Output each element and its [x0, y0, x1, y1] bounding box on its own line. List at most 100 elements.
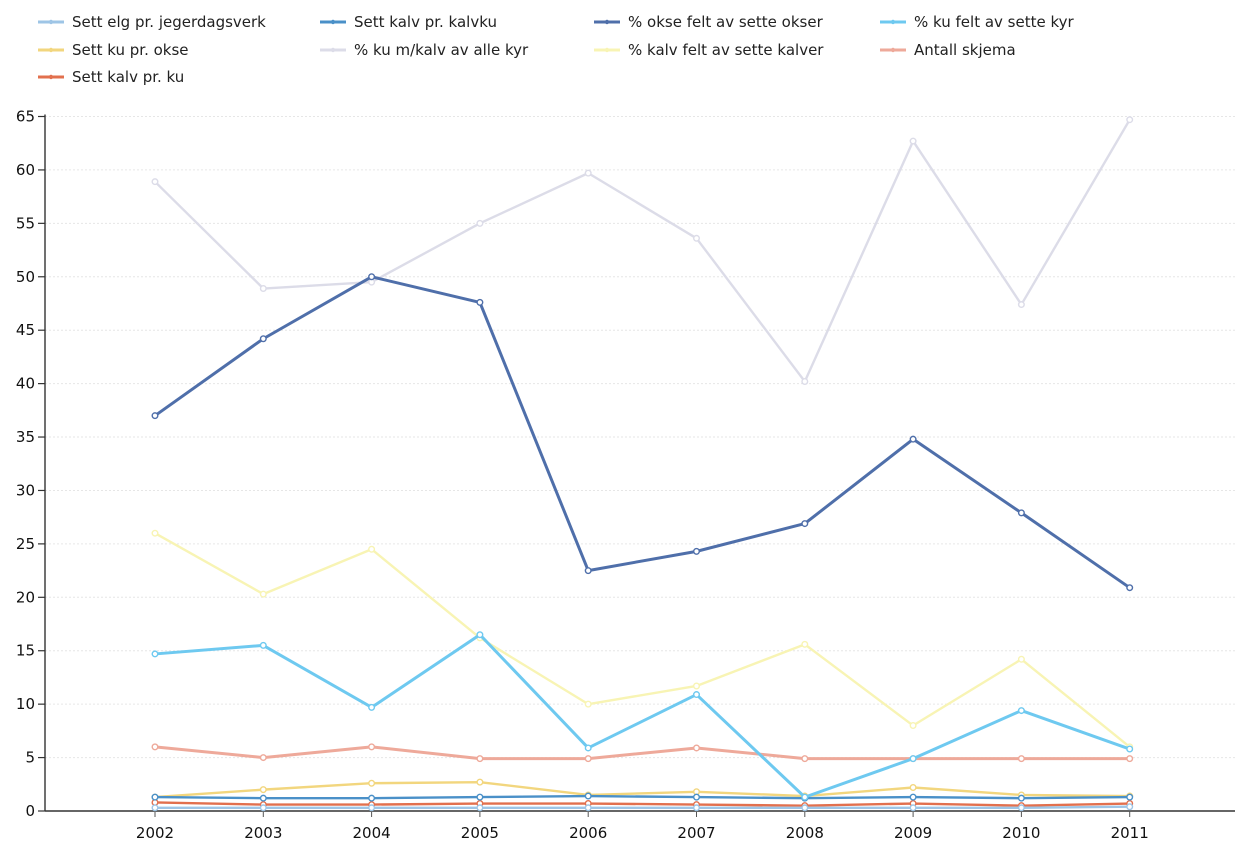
data-point	[1017, 707, 1025, 715]
data-point	[1126, 803, 1134, 811]
data-point	[476, 778, 484, 786]
legend-marker	[330, 19, 336, 25]
x-tick-label: 2007	[677, 824, 715, 842]
data-point	[1017, 509, 1025, 517]
y-tick-label: 35	[16, 428, 35, 446]
series-group	[151, 743, 1134, 763]
legend-marker	[890, 19, 896, 25]
data-point	[801, 377, 809, 385]
y-tick-label: 65	[16, 108, 35, 126]
series-group	[151, 273, 1134, 592]
x-tick-label: 2010	[1002, 824, 1040, 842]
data-point	[368, 794, 376, 802]
series-line	[154, 780, 1130, 799]
data-point	[909, 137, 917, 145]
x-tick-label: 2004	[353, 824, 391, 842]
legend-marker	[890, 47, 896, 53]
y-tick-label: 50	[16, 268, 35, 286]
y-tick-label: 40	[16, 375, 35, 393]
y-tick-label: 45	[16, 321, 35, 339]
legend-label: Antall skjema	[914, 41, 1016, 59]
data-point	[151, 650, 159, 658]
y-tick-label: 0	[25, 802, 35, 820]
x-tick-label: 2003	[244, 824, 282, 842]
x-tick-label: 2005	[461, 824, 499, 842]
y-tick-label: 25	[16, 535, 35, 553]
data-point	[1017, 301, 1025, 309]
data-point	[151, 178, 159, 186]
series-line	[154, 532, 1131, 748]
data-point	[693, 547, 701, 555]
data-point	[476, 804, 484, 812]
data-point	[368, 743, 376, 751]
series-line	[154, 633, 1131, 799]
data-point	[693, 804, 701, 812]
data-point	[1017, 655, 1025, 663]
y-tick-label: 55	[16, 214, 35, 232]
legend-marker	[48, 47, 54, 53]
data-point	[1126, 584, 1134, 592]
data-point	[693, 691, 701, 699]
data-point	[1126, 755, 1134, 763]
legend-label: % ku felt av sette kyr	[914, 13, 1075, 31]
legend-marker	[48, 74, 54, 80]
series-line	[154, 794, 1130, 800]
data-point	[801, 640, 809, 648]
data-point	[476, 219, 484, 227]
data-point	[259, 754, 267, 762]
legend-label: Sett ku pr. okse	[72, 41, 189, 59]
data-point	[1126, 745, 1134, 753]
legend-label: % okse felt av sette okser	[628, 13, 824, 31]
legend-item: % ku felt av sette kyr	[880, 13, 1075, 31]
data-point	[259, 285, 267, 293]
data-point	[151, 793, 159, 801]
data-point	[476, 793, 484, 801]
chart-legend: Sett elg pr. jegerdagsverk Sett kalv pr. …	[38, 13, 1075, 86]
y-tick-label: 20	[16, 588, 35, 606]
x-tick-label: 2006	[569, 824, 607, 842]
data-point	[584, 792, 592, 800]
y-tick-label: 15	[16, 642, 35, 660]
data-point	[584, 700, 592, 708]
x-tick-label: 2009	[894, 824, 932, 842]
data-point	[801, 755, 809, 763]
series-group	[151, 803, 1134, 812]
data-point	[368, 779, 376, 787]
data-point	[368, 545, 376, 553]
x-tick-label: 2011	[1111, 824, 1149, 842]
legend-marker	[48, 19, 54, 25]
data-point	[693, 682, 701, 690]
data-point	[909, 783, 917, 791]
legend-label: % ku m/kalv av alle kyr	[354, 41, 529, 59]
data-point	[1126, 116, 1134, 124]
legend-item: Sett kalv pr. kalvku	[320, 13, 497, 31]
x-tick-label: 2008	[786, 824, 824, 842]
data-point	[1126, 793, 1134, 801]
legend-marker	[604, 47, 610, 53]
data-point	[584, 567, 592, 575]
data-point	[476, 298, 484, 306]
legend-label: % kalv felt av sette kalver	[628, 41, 824, 59]
legend-item: % ku m/kalv av alle kyr	[320, 41, 529, 59]
data-point	[368, 804, 376, 812]
y-tick-label: 60	[16, 161, 35, 179]
data-point	[693, 234, 701, 242]
series-line	[154, 275, 1131, 589]
legend-item: Sett ku pr. okse	[38, 41, 189, 59]
data-point	[801, 793, 809, 801]
data-point	[801, 804, 809, 812]
data-point	[259, 786, 267, 794]
data-point	[151, 804, 159, 812]
x-tick-label: 2002	[136, 824, 174, 842]
series-group	[151, 116, 1134, 385]
data-point	[1017, 804, 1025, 812]
data-point	[368, 273, 376, 281]
legend-item: Sett elg pr. jegerdagsverk	[38, 13, 266, 31]
data-point	[909, 804, 917, 812]
data-point	[909, 793, 917, 801]
series-line	[154, 745, 1130, 761]
data-point	[801, 520, 809, 528]
legend-item: Sett kalv pr. ku	[38, 68, 184, 86]
data-point	[584, 169, 592, 177]
